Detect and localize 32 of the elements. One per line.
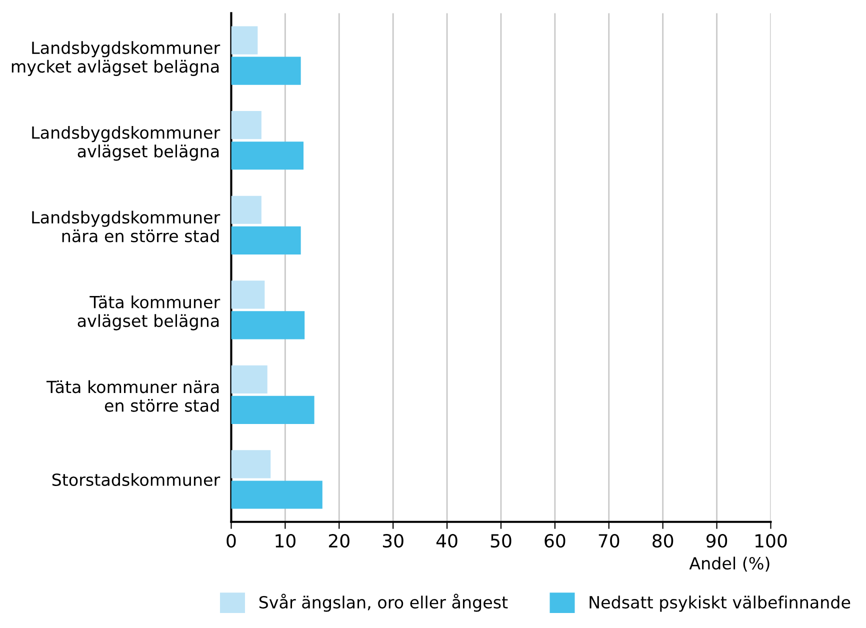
x-tick-label: 90 (706, 534, 728, 548)
x-tick-label: 80 (652, 534, 674, 548)
y-tick-label: Täta kommuner avlägset belägna (78, 296, 220, 330)
x-axis-title: Andel (%) (689, 556, 770, 572)
x-tick-label: 70 (598, 534, 620, 548)
x-tick-label: 10 (276, 534, 296, 548)
x-tick-label: 50 (490, 534, 512, 548)
bar (231, 56, 301, 85)
bar (231, 142, 304, 170)
bar (231, 365, 268, 394)
y-tick-label: Täta kommuner nära en större stad (46, 380, 219, 412)
bar (231, 26, 258, 54)
x-tick-label: 20 (328, 534, 350, 548)
x-tick-label: 0 (226, 534, 236, 548)
bar (231, 280, 265, 309)
y-tick-label: Landsbygdskommuner mycket avlägset belägna (12, 41, 220, 76)
y-tick-label: Landsbygdskommuner nära en större stad (32, 210, 220, 242)
bar (231, 311, 305, 340)
legend-label: Svår ängslan, oro eller ångest (259, 594, 508, 612)
bar (231, 196, 262, 224)
bar (231, 450, 271, 478)
y-tick-label: Storstadskommuner (52, 473, 220, 486)
x-tick-label: 30 (382, 534, 404, 548)
legend-label: Nedsatt psykiskt välbefinnande (590, 596, 850, 612)
bar (231, 226, 301, 254)
bar (231, 111, 262, 140)
bar (231, 396, 314, 424)
x-tick-label: 100 (755, 534, 787, 548)
x-tick-label: 60 (544, 534, 566, 548)
x-tick-label: 40 (436, 534, 458, 548)
bar (231, 480, 322, 509)
y-tick-label: Landsbygdskommuner avlägset belägna (32, 126, 220, 161)
